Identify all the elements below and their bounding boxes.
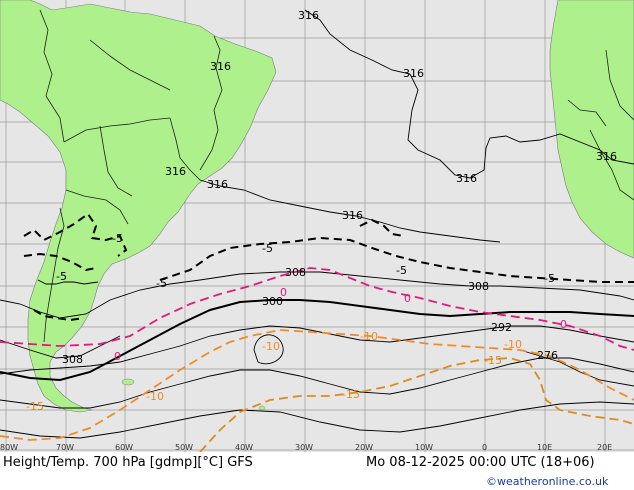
height-label: 316 bbox=[596, 150, 617, 163]
credit-link[interactable]: ©weatheronline.co.uk bbox=[486, 475, 609, 488]
height-label: 316 bbox=[210, 60, 231, 73]
temp-label: 0 bbox=[114, 350, 121, 363]
lon-tick: 10W bbox=[415, 443, 433, 452]
africa-landmass bbox=[549, 0, 634, 259]
height-contour-316-south bbox=[37, 279, 99, 285]
lon-tick: 60W bbox=[115, 443, 133, 452]
lon-tick: 0 bbox=[482, 443, 487, 452]
height-label: 308 bbox=[285, 266, 306, 279]
temperature-contour-labels: -5 -5 -5 -5 -5 -5 0 0 0 0 -10 -10 -10 -1… bbox=[26, 232, 567, 413]
temp-label: -5 bbox=[112, 232, 123, 245]
islands bbox=[121, 378, 266, 411]
temp-label: -10 bbox=[504, 338, 522, 351]
lon-tick: 40W bbox=[235, 443, 253, 452]
height-contour-ne bbox=[519, 349, 634, 387]
height-contour-316-north bbox=[304, 9, 634, 179]
lon-tick: 20W bbox=[355, 443, 373, 452]
temp-label: -15 bbox=[342, 388, 360, 401]
temp-label: -10 bbox=[146, 390, 164, 403]
height-label: 308 bbox=[62, 353, 83, 366]
valid-time: Mo 08-12-2025 00:00 UTC (18+06) bbox=[366, 455, 595, 470]
temp-label: -10 bbox=[262, 340, 280, 353]
isotherm-minus5 bbox=[23, 212, 634, 322]
lon-tick: 30W bbox=[295, 443, 313, 452]
height-label: 300 bbox=[262, 295, 283, 308]
height-contour-308-west bbox=[0, 335, 121, 359]
isotherm-minus10 bbox=[0, 329, 634, 441]
isotherm-0 bbox=[0, 267, 634, 351]
country-borders bbox=[39, 9, 634, 343]
height-label: 316 bbox=[342, 209, 363, 222]
height-label: 316 bbox=[165, 165, 186, 178]
height-label: 316 bbox=[456, 172, 477, 185]
temp-label: -15 bbox=[26, 400, 44, 413]
height-contour-316-mid bbox=[199, 179, 501, 243]
longitude-ticks: 80W 70W 60W 50W 40W 30W 20W 10W 0 10E 20… bbox=[0, 443, 612, 452]
temp-label: 0 bbox=[560, 318, 567, 331]
map-title: Height/Temp. 700 hPa [gdmp][°C] GFS bbox=[3, 455, 253, 470]
height-contour-276 bbox=[0, 357, 634, 409]
height-label: 316 bbox=[298, 9, 319, 22]
height-contour-300 bbox=[0, 299, 634, 382]
temp-label: -15 bbox=[484, 354, 502, 367]
temp-label: -5 bbox=[156, 277, 167, 290]
height-contour-low-ring bbox=[253, 334, 284, 365]
height-contour-labels: 316 316 316 316 316 316 316 316 308 308 … bbox=[62, 9, 617, 366]
temp-label: -5 bbox=[262, 242, 273, 255]
height-label: 276 bbox=[537, 349, 558, 362]
temp-label: -5 bbox=[396, 264, 407, 277]
temp-label: 0 bbox=[280, 286, 287, 299]
height-contour-308 bbox=[0, 271, 634, 319]
height-label: 316 bbox=[403, 67, 424, 80]
temp-label: 0 bbox=[404, 292, 411, 305]
temp-label: -5 bbox=[544, 272, 555, 285]
height-label: 308 bbox=[468, 280, 489, 293]
lon-tick: 20E bbox=[597, 443, 612, 452]
lon-tick: 10E bbox=[537, 443, 552, 452]
lon-tick: 70W bbox=[56, 443, 74, 452]
temp-label: -10 bbox=[360, 330, 378, 343]
height-label: 316 bbox=[207, 178, 228, 191]
isotherm-minus15 bbox=[199, 357, 634, 453]
temp-label: -5 bbox=[56, 270, 67, 283]
height-contour-268 bbox=[0, 401, 634, 439]
lon-tick: 80W bbox=[0, 443, 18, 452]
footer-bar: Height/Temp. 700 hPa [gdmp][°C] GFS Mo 0… bbox=[0, 452, 634, 490]
lon-tick: 50W bbox=[175, 443, 193, 452]
height-label: 292 bbox=[491, 321, 512, 334]
